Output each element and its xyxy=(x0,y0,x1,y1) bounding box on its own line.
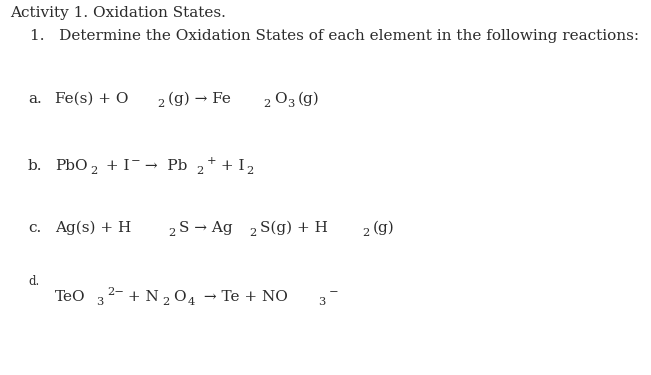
Text: +: + xyxy=(207,156,217,166)
Text: 2: 2 xyxy=(263,99,270,109)
Text: Ag(s) + H: Ag(s) + H xyxy=(55,220,132,235)
Text: + N: + N xyxy=(123,290,159,304)
Text: + I: + I xyxy=(216,159,245,173)
Text: 2: 2 xyxy=(90,166,97,176)
Text: O: O xyxy=(173,290,186,304)
Text: S(g) + H: S(g) + H xyxy=(260,220,328,235)
Text: Fe(s) + O: Fe(s) + O xyxy=(55,92,128,106)
Text: 2: 2 xyxy=(196,166,203,176)
Text: a.: a. xyxy=(28,92,42,106)
Text: 2−: 2− xyxy=(107,287,124,297)
Text: TeO: TeO xyxy=(55,290,86,304)
Text: → Te + NO: → Te + NO xyxy=(199,290,288,304)
Text: 2: 2 xyxy=(362,228,369,238)
Text: (g): (g) xyxy=(373,220,395,235)
Text: 2: 2 xyxy=(162,297,169,307)
Text: (g) → Fe: (g) → Fe xyxy=(168,92,231,106)
Text: 2: 2 xyxy=(157,99,164,109)
Text: −: − xyxy=(131,156,141,166)
Text: S → Ag: S → Ag xyxy=(179,221,232,235)
Text: 3: 3 xyxy=(96,297,104,307)
Text: 3: 3 xyxy=(318,297,326,307)
Text: 2: 2 xyxy=(249,228,256,238)
Text: 3: 3 xyxy=(287,99,294,109)
Text: + I: + I xyxy=(101,159,130,173)
Text: PbO: PbO xyxy=(55,159,88,173)
Text: −: − xyxy=(329,287,339,297)
Text: b.: b. xyxy=(28,159,42,173)
Text: d.: d. xyxy=(28,275,39,288)
Text: c.: c. xyxy=(28,221,41,235)
Text: Activity 1. Oxidation States.: Activity 1. Oxidation States. xyxy=(10,6,226,20)
Text: 4: 4 xyxy=(188,297,195,307)
Text: →  Pb: → Pb xyxy=(140,159,187,173)
Text: 2: 2 xyxy=(246,166,253,176)
Text: (g): (g) xyxy=(298,92,320,106)
Text: 2: 2 xyxy=(168,228,175,238)
Text: O: O xyxy=(274,92,286,106)
Text: 1.   Determine the Oxidation States of each element in the following reactions:: 1. Determine the Oxidation States of eac… xyxy=(30,29,639,43)
